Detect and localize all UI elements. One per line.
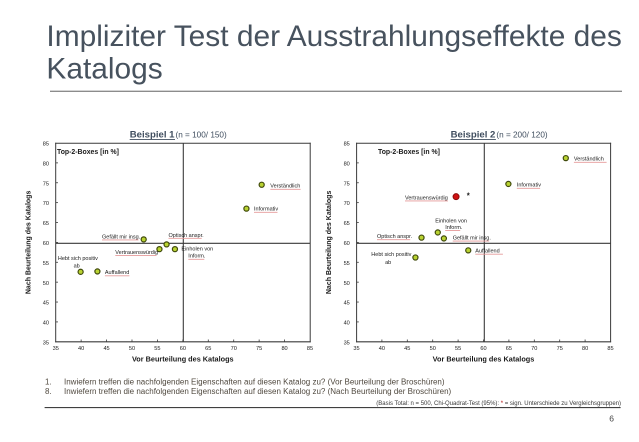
svg-text:75: 75: [256, 346, 262, 352]
svg-text:70: 70: [531, 346, 537, 352]
svg-text:Nach Beurteilung des Katalogs: Nach Beurteilung des Katalogs: [326, 191, 333, 295]
svg-text:45: 45: [404, 346, 410, 352]
svg-text:Inwiefern treffen die nachfolg: Inwiefern treffen die nachfolgenden Eige…: [64, 387, 452, 396]
svg-text:Optisch anspr.: Optisch anspr.: [169, 233, 205, 239]
svg-text:1.: 1.: [45, 377, 52, 386]
svg-text:75: 75: [43, 181, 49, 187]
svg-text:80: 80: [344, 161, 350, 167]
svg-text:Vor Beurteilung des Katalogs: Vor Beurteilung des Katalogs: [132, 355, 234, 364]
svg-text:50: 50: [344, 281, 350, 287]
svg-text:(n = 100/ 150): (n = 100/ 150): [176, 131, 227, 140]
svg-text:55: 55: [43, 261, 49, 267]
svg-text:70: 70: [344, 201, 350, 207]
svg-text:70: 70: [43, 201, 49, 207]
svg-text:Inwiefern treffen die nachfolg: Inwiefern treffen die nachfolgenden Eige…: [64, 377, 445, 386]
svg-text:Hebt sich positiv: Hebt sich positiv: [58, 256, 98, 262]
svg-text:50: 50: [430, 346, 436, 352]
svg-text:Optisch anspr.: Optisch anspr.: [377, 234, 413, 240]
svg-text:85: 85: [344, 142, 350, 148]
svg-text:70: 70: [231, 346, 237, 352]
svg-text:65: 65: [43, 221, 49, 227]
svg-text:65: 65: [506, 346, 512, 352]
svg-text:40: 40: [344, 321, 350, 327]
svg-text:60: 60: [344, 241, 350, 247]
svg-text:Informativ: Informativ: [517, 183, 541, 189]
svg-text:*: *: [467, 192, 471, 201]
svg-text:Impliziter Test der Ausstrahlu: Impliziter Test der Ausstrahlungseffekte…: [46, 20, 621, 53]
svg-text:85: 85: [43, 142, 49, 148]
svg-text:Top-2-Boxes [in %]: Top-2-Boxes [in %]: [57, 149, 119, 156]
svg-text:Einholen von: Einholen von: [435, 218, 467, 224]
svg-text:75: 75: [557, 346, 563, 352]
svg-text:8.: 8.: [45, 387, 52, 396]
svg-text:40: 40: [43, 321, 49, 327]
svg-text:Einholen von: Einholen von: [181, 247, 213, 253]
svg-text:35: 35: [43, 340, 49, 346]
svg-text:Inform.: Inform.: [188, 254, 206, 260]
svg-text:60: 60: [180, 346, 186, 352]
svg-text:(Basis Total: n = 500, Chi-Qu: (Basis Total: n = 500, Chi-Quadrat-Test …: [376, 401, 621, 407]
svg-text:65: 65: [344, 221, 350, 227]
svg-text:55: 55: [344, 261, 350, 267]
svg-text:Beispiel 1: Beispiel 1: [130, 130, 175, 141]
svg-text:40: 40: [379, 346, 385, 352]
svg-text:45: 45: [103, 346, 109, 352]
svg-text:80: 80: [582, 346, 588, 352]
svg-text:45: 45: [43, 301, 49, 307]
svg-text:55: 55: [455, 346, 461, 352]
svg-text:Gefällt mir insg.: Gefällt mir insg.: [102, 234, 141, 240]
svg-text:Vor Beurteilung des Katalogs: Vor Beurteilung des Katalogs: [433, 355, 535, 364]
svg-text:35: 35: [53, 346, 59, 352]
svg-text:45: 45: [344, 301, 350, 307]
svg-text:ab: ab: [74, 263, 80, 269]
svg-text:6: 6: [609, 414, 614, 424]
svg-text:Auffallend: Auffallend: [475, 249, 499, 255]
svg-text:Inform.: Inform.: [445, 225, 463, 231]
svg-text:85: 85: [307, 346, 313, 352]
svg-text:65: 65: [205, 346, 211, 352]
svg-text:80: 80: [281, 346, 287, 352]
svg-text:Vertrauenswürdig: Vertrauenswürdig: [405, 195, 448, 201]
svg-text:35: 35: [353, 346, 359, 352]
svg-text:Nach Beurteilung des Katalogs: Nach Beurteilung des Katalogs: [26, 191, 33, 295]
svg-text:60: 60: [43, 241, 49, 247]
svg-text:40: 40: [78, 346, 84, 352]
svg-text:60: 60: [480, 346, 486, 352]
svg-text:Gefällt mir insg.: Gefällt mir insg.: [453, 236, 492, 242]
svg-text:Verständlich: Verständlich: [574, 157, 604, 163]
svg-text:50: 50: [43, 281, 49, 287]
svg-text:ab: ab: [385, 260, 391, 266]
svg-text:85: 85: [607, 346, 613, 352]
svg-text:Beispiel 2: Beispiel 2: [451, 130, 496, 141]
svg-text:Top-2-Boxes [in %]: Top-2-Boxes [in %]: [378, 149, 440, 156]
svg-text:Hebt sich positiv: Hebt sich positiv: [371, 252, 411, 258]
svg-text:Vertrauenswürdig: Vertrauenswürdig: [115, 250, 158, 256]
svg-text:Katalogs: Katalogs: [46, 53, 162, 86]
svg-text:35: 35: [344, 340, 350, 346]
svg-text:Informativ: Informativ: [254, 207, 278, 213]
svg-text:Auffallend: Auffallend: [105, 270, 129, 276]
svg-text:75: 75: [344, 181, 350, 187]
svg-text:(n = 200/ 120): (n = 200/ 120): [496, 131, 547, 140]
svg-text:55: 55: [154, 346, 160, 352]
svg-text:Verständlich: Verständlich: [270, 184, 300, 190]
svg-text:50: 50: [129, 346, 135, 352]
svg-text:80: 80: [43, 161, 49, 167]
